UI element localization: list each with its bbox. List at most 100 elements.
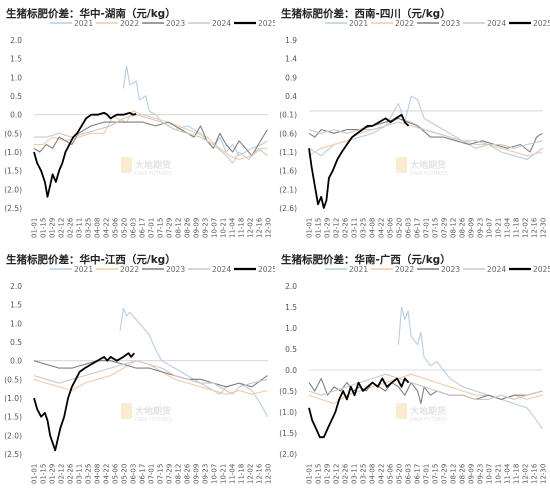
legend-label-2021: 2021 (349, 265, 368, 274)
watermark-logo (396, 403, 407, 419)
x-tick-label: 12-16 (256, 463, 264, 484)
y-tick-label: 1.5 (10, 301, 22, 310)
x-tick-label: 04-08 (94, 218, 102, 238)
y-tick-label: 1.5 (285, 303, 297, 312)
series-line-2025 (308, 377, 410, 439)
series-line-2025 (33, 111, 137, 198)
x-tick-label: 11-18 (513, 218, 521, 238)
x-tick-label: 01-15 (315, 218, 323, 238)
x-tick-label: 10-07 (211, 218, 219, 238)
x-tick-label: 04-22 (103, 464, 111, 484)
series-line-2024 (308, 121, 543, 149)
y-tick-label: 0.5 (285, 345, 297, 354)
y-tick-label: 2.0 (10, 36, 22, 45)
chart-title: 生猪标肥价差：西南-四川（元/kg） (281, 8, 451, 20)
x-tick-label: 07-15 (157, 218, 165, 238)
legend-label-2021: 2021 (74, 265, 93, 274)
chart-hunan: 2021 2022 2023 2024 2025 2.0 1.5 1.0 0.5 0.0 (0.5)… (4, 19, 277, 238)
legend-label-2023: 2023 (166, 265, 185, 274)
x-tick-label: 02-12 (333, 464, 341, 484)
x-tick-label: 07-01 (423, 218, 431, 238)
x-tick-label: 08-12 (175, 218, 183, 238)
x-tick-label: 12-02 (522, 464, 530, 484)
y-tick-label: 0.4 (285, 92, 297, 101)
series-line-2023 (308, 117, 543, 153)
x-tick-label: 07-29 (441, 218, 449, 238)
y-tick-label: (2.5) (4, 450, 22, 459)
series-line-2024 (34, 114, 268, 164)
x-tick-label: 07-15 (432, 218, 440, 238)
legend: 2021 2022 2023 2024 2025 (50, 265, 277, 274)
x-tick-label: 02-12 (58, 218, 66, 238)
legend: 2021 2022 2023 2024 2025 (50, 19, 277, 28)
x-tick-label: 07-29 (166, 464, 174, 484)
watermark-cn: 大地期货 (410, 159, 446, 171)
x-tick-label: 02-12 (58, 464, 66, 484)
y-tick-label: (1.5) (279, 429, 297, 438)
x-tick-label: 11-18 (238, 464, 246, 484)
x-tick-label: 01-01 (306, 464, 314, 484)
x-tick-label: 12-02 (522, 218, 530, 238)
y-tick-label: (0.5) (4, 129, 22, 138)
x-tick-label: 01-29 (49, 218, 57, 238)
x-tick-label: 10-21 (220, 464, 228, 484)
x-tick-label: 05-20 (121, 464, 129, 484)
x-tick-label: 11-04 (504, 217, 512, 238)
x-tick-label: 05-06 (112, 463, 120, 484)
x-tick-label: 03-11 (76, 218, 84, 238)
x-tick-label: 05-20 (396, 218, 404, 238)
watermark-cn: 大地期货 (135, 405, 171, 417)
series-line-2021 (397, 306, 543, 430)
legend-label-2024: 2024 (212, 265, 231, 274)
y-tick-label: 0.5 (10, 92, 22, 101)
y-tick-label: 1.0 (10, 73, 22, 82)
legend-label-2025: 2025 (258, 265, 275, 274)
y-tick-label: (1.5) (4, 167, 22, 176)
y-tick-label: 0.0 (10, 357, 22, 366)
x-tick-label: 02-26 (342, 217, 350, 238)
chart-panel-hunan: 生猪标肥价差：华中-湖南（元/kg） 2021 2022 2023 2024 2025 2… (0, 0, 277, 246)
x-tick-label: 08-12 (175, 464, 183, 484)
series-line-2024 (308, 373, 543, 400)
x-tick-label: 09-23 (477, 464, 485, 484)
y-tick-label: 0.9 (285, 73, 297, 82)
series-line-2023 (308, 377, 543, 405)
watermark-cn: 大地期货 (135, 159, 171, 171)
x-tick-label: 10-07 (211, 464, 219, 484)
x-tick-label: 11-18 (513, 464, 521, 484)
series-line-2022 (33, 360, 268, 395)
x-tick-label: 03-25 (85, 464, 93, 484)
x-tick-label: 06-17 (414, 464, 422, 484)
watermark-logo (121, 403, 132, 419)
watermark-en: DADI FUTURES (135, 417, 172, 423)
legend-label-2022: 2022 (395, 19, 414, 28)
y-tick-label: (1.0) (4, 394, 22, 403)
legend-label-2024: 2024 (487, 19, 506, 28)
x-tick-label: 07-15 (157, 464, 165, 484)
x-tick-label: 12-30 (540, 464, 548, 484)
y-tick-label: 0.5 (10, 338, 22, 347)
x-tick-label: 10-21 (495, 218, 503, 238)
chart-title: 生猪标肥价差：华中-江西（元/kg） (6, 254, 176, 266)
y-tick-label: (1.0) (4, 148, 22, 157)
x-tick-label: 07-29 (441, 464, 449, 484)
x-tick-label: 11-04 (229, 217, 237, 238)
x-tick-label: 12-02 (247, 464, 255, 484)
chart-jiangxi: 2021 2022 2023 2024 2025 2.0 1.5 1.0 0.5 0.0 (0.5)… (4, 265, 277, 484)
watermark-logo (396, 157, 407, 173)
x-tick-label: 03-25 (360, 464, 368, 484)
x-tick-label: 03-25 (85, 218, 93, 238)
x-tick-label: 12-16 (531, 463, 539, 484)
y-tick-label: (2.5) (4, 204, 22, 213)
chart-title: 生猪标肥价差：华中-湖南（元/kg） (6, 8, 176, 20)
watermark-en: DADI FUTURES (410, 417, 447, 423)
x-tick-label: 04-22 (103, 218, 111, 238)
y-tick-label: (2.0) (4, 431, 22, 440)
x-tick-label: 01-15 (315, 464, 323, 484)
series-line-2023 (33, 121, 268, 157)
x-tick-label: 10-21 (220, 218, 228, 238)
x-tick-label: 08-26 (459, 463, 467, 484)
x-tick-label: 02-26 (67, 217, 75, 238)
x-tick-label: 07-01 (148, 464, 156, 484)
